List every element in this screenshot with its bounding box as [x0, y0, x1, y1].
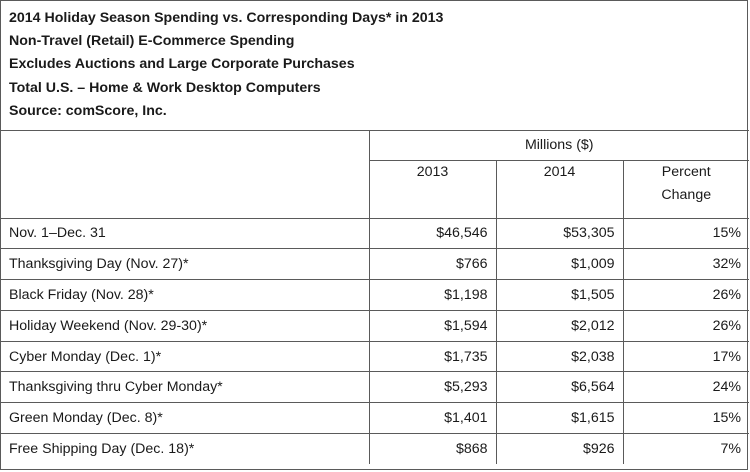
table-row: Cyber Monday (Dec. 1)* $1,735 $2,038 17% [1, 340, 750, 373]
value-percent-change: 17% [622, 340, 750, 373]
value-2014: $6,564 [495, 371, 624, 404]
table-row: Nov. 1–Dec. 31 $46,546 $53,305 15% [1, 218, 750, 250]
value-2013: $5,293 [368, 371, 497, 404]
main-title: 2014 Holiday Season Spending vs. Corresp… [9, 10, 444, 26]
subtitle-retail: Non-Travel (Retail) E-Commerce Spending [9, 33, 295, 50]
row-label: Holiday Weekend (Nov. 29-30)* [1, 309, 370, 342]
value-percent-change: 7% [622, 433, 750, 465]
value-percent-change: 15% [622, 218, 750, 250]
value-percent-change: 26% [622, 309, 750, 342]
row-label: Green Monday (Dec. 8)* [1, 402, 370, 435]
millions-header: Millions ($) [368, 130, 750, 161]
col-header-2013: 2013 [369, 159, 497, 219]
value-2013: $1,198 [368, 279, 497, 311]
value-2013: $1,594 [368, 309, 497, 342]
table-row: Holiday Weekend (Nov. 29-30)* $1,594 $2,01… [1, 309, 750, 342]
value-2013: $766 [368, 248, 497, 281]
table-row: Black Friday (Nov. 28)* $1,198 $1,505 26% [1, 279, 750, 311]
row-label-header [1, 130, 370, 219]
value-2014: $2,038 [495, 340, 624, 373]
value-2014: $1,615 [495, 402, 624, 435]
value-2013: $868 [368, 433, 497, 465]
value-percent-change: 15% [622, 402, 750, 435]
col-header-change: Change [661, 186, 712, 203]
value-percent-change: 32% [622, 248, 750, 281]
col-header-2014: 2014 [495, 159, 624, 219]
subtitle-excludes: Excludes Auctions and Large Corporate Pu… [9, 56, 355, 73]
value-2013: $1,735 [368, 340, 497, 373]
row-label: Nov. 1–Dec. 31 [1, 218, 370, 250]
value-2014: $53,305 [495, 218, 624, 250]
row-label: Free Shipping Day (Dec. 18)* [1, 433, 370, 465]
table-row: Thanksgiving Day (Nov. 27)* $766 $1,009 32% [1, 248, 750, 281]
header-row-columns: 2013 2014 Percent Change [1, 159, 750, 219]
row-label: Cyber Monday (Dec. 1)* [1, 340, 370, 373]
table-row: Thanksgiving thru Cyber Monday* $5,293 $6,… [1, 371, 750, 404]
value-2014: $2,012 [495, 309, 624, 342]
value-2013: $1,401 [368, 402, 497, 435]
col-header-percent: Percent [661, 163, 711, 180]
col-header-percent-change: Percent Change [622, 159, 750, 219]
value-2013: $46,546 [368, 218, 497, 250]
subtitle-scope: Total U.S. – Home & Work Desktop Compute… [9, 79, 321, 96]
table-body: Nov. 1–Dec. 31 $46,546 $53,305 15% Thanksgiv… [1, 218, 750, 465]
spending-table: Millions ($) 2013 2014 Percent Change No… [1, 130, 750, 465]
row-label: Black Friday (Nov. 28)* [1, 279, 370, 311]
row-label: Thanksgiving Day (Nov. 27)* [1, 248, 370, 281]
value-2014: $1,009 [495, 248, 624, 281]
subtitle-source: Source: comScore, Inc. [9, 102, 167, 119]
row-label: Thanksgiving thru Cyber Monday* [1, 371, 370, 404]
table-row: Green Monday (Dec. 8)* $1,401 $1,615 15% [1, 402, 750, 435]
value-2014: $1,505 [495, 279, 624, 311]
title-block: 2014 Holiday Season Spending vs. Corresp… [1, 1, 749, 131]
value-percent-change: 26% [622, 279, 750, 311]
value-percent-change: 24% [622, 371, 750, 404]
table-row: Free Shipping Day (Dec. 18)* $868 $926 7% [1, 433, 750, 465]
header-row-group: Millions ($) [1, 130, 750, 219]
value-2014: $926 [495, 433, 624, 465]
